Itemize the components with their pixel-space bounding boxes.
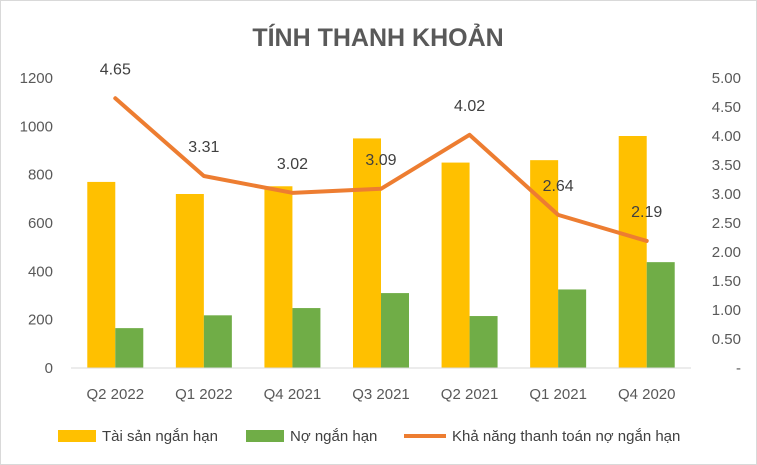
- right-tick-label: 3.00: [712, 186, 741, 203]
- line-data-label: 4.65: [100, 61, 131, 78]
- bar-tai-san-ngan-han: [87, 181, 116, 368]
- bar-no-ngan-han: [115, 328, 144, 368]
- line-data-label: 4.02: [454, 98, 485, 115]
- bar-no-ngan-han: [469, 316, 498, 368]
- left-tick-label: 400: [28, 263, 53, 280]
- chart-title: TÍNH THANH KHOẢN: [252, 22, 503, 52]
- legend-label-tai-san: Tài sản ngắn hạn: [102, 428, 218, 445]
- x-tick-label: Q4 2021: [264, 386, 322, 403]
- right-tick-label: 3.50: [712, 157, 741, 174]
- bars-group: [71, 136, 691, 369]
- bar-tai-san-ngan-han: [175, 194, 204, 368]
- bar-no-ngan-han: [292, 308, 321, 368]
- legend-swatch-no: [246, 430, 284, 442]
- bar-tai-san-ngan-han: [441, 162, 470, 368]
- x-tick-label: Q2 2021: [441, 386, 499, 403]
- legend-swatch-tai-san: [58, 430, 96, 442]
- x-axis: Q2 2022 Q1 2022 Q4 2021 Q3 2021 Q2 2021 Q1 20…: [87, 386, 676, 403]
- left-tick-label: 200: [28, 312, 53, 329]
- left-tick-label: 1200: [20, 70, 53, 87]
- line-data-label: 3.31: [188, 139, 219, 156]
- bar-no-ngan-han: [646, 262, 675, 368]
- line-data-label: 3.09: [365, 152, 396, 169]
- right-tick-label: 5.00: [712, 70, 741, 87]
- line-data-label: 3.02: [277, 156, 308, 173]
- legend-label-kha-nang: Khả năng thanh toán nợ ngắn hạn: [452, 428, 680, 445]
- left-tick-label: 800: [28, 167, 53, 184]
- legend-label-no: Nợ ngắn hạn: [290, 428, 377, 445]
- bar-no-ngan-han: [381, 293, 409, 368]
- right-tick-label: 1.00: [712, 302, 741, 319]
- x-tick-label: Q3 2021: [352, 386, 410, 403]
- left-tick-label: 1000: [20, 118, 53, 135]
- x-tick-label: Q4 2020: [618, 386, 676, 403]
- line-kha-nang-thanh-toan: [113, 96, 649, 243]
- bar-tai-san-ngan-han: [353, 138, 381, 368]
- bar-no-ngan-han: [203, 315, 232, 368]
- x-tick-label: Q1 2022: [175, 386, 233, 403]
- x-tick-label: Q1 2021: [529, 386, 587, 403]
- legend: Tài sản ngắn hạn Nợ ngắn hạn Khả năng than…: [58, 428, 680, 445]
- left-axis: 0 200 400 600 800 1000 1200: [20, 70, 53, 377]
- right-tick-label: 2.50: [712, 215, 741, 232]
- right-tick-label: 2.00: [712, 244, 741, 261]
- right-tick-label: -: [736, 360, 741, 377]
- right-tick-label: 1.50: [712, 273, 741, 290]
- left-tick-label: 0: [45, 360, 53, 377]
- right-axis: - 0.50 1.00 1.50 2.00 2.50 3.00 3.50 4.00 4.50 5.0…: [712, 70, 741, 377]
- line-data-label: 2.19: [631, 204, 662, 221]
- right-tick-label: 4.00: [712, 128, 741, 145]
- bar-tai-san-ngan-han: [618, 136, 647, 368]
- bar-tai-san-ngan-han: [264, 186, 293, 368]
- right-tick-label: 4.50: [712, 99, 741, 116]
- line-series-group: 4.65 3.31 3.02 3.09 4.02 2.64 2.19: [100, 61, 662, 243]
- line-data-label: 2.64: [543, 178, 574, 195]
- x-tick-label: Q2 2022: [87, 386, 145, 403]
- right-tick-label: 0.50: [712, 331, 741, 348]
- left-tick-label: 600: [28, 215, 53, 232]
- bar-no-ngan-han: [558, 289, 587, 368]
